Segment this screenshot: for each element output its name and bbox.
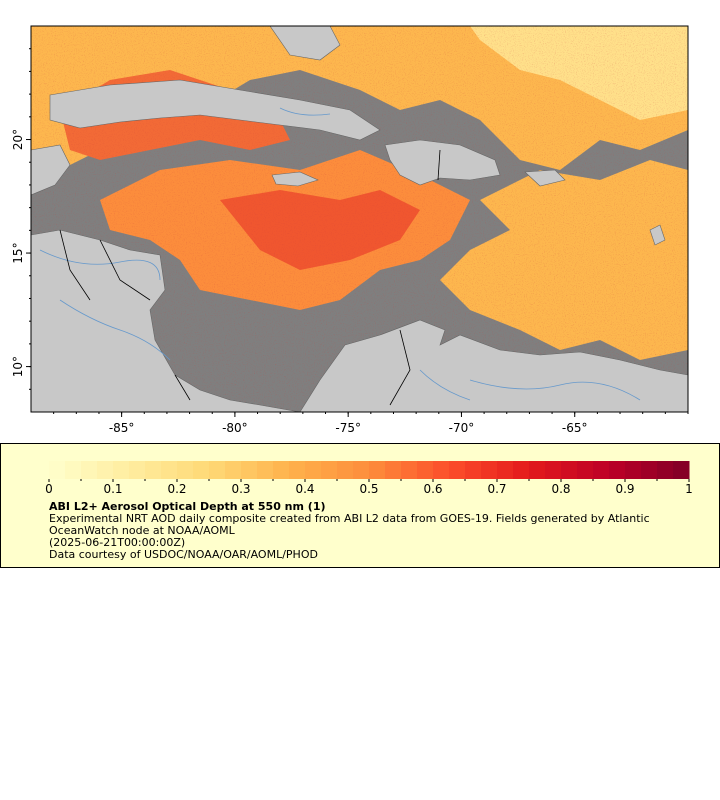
- river-line: [419, 369, 471, 401]
- colorbar-cell: [641, 461, 658, 479]
- colorbar-cell: [353, 461, 370, 479]
- land-hispaniola: [384, 139, 501, 186]
- colorbar-cell: [81, 461, 98, 479]
- legend-description: Experimental NRT AOD daily composite cre…: [49, 512, 650, 537]
- colorbar-cell: [241, 461, 258, 479]
- colorbar-tick-label: 0.1: [103, 482, 122, 496]
- x-tick-label: -85°: [109, 421, 135, 435]
- colorbar-cell: [385, 461, 402, 479]
- river-line: [279, 107, 331, 116]
- colorbar-cell: [193, 461, 210, 479]
- land-central-america: [31, 229, 301, 412]
- river-line: [469, 379, 641, 401]
- y-tick-label: 10°: [11, 356, 25, 377]
- colorbar-tick-label: 0.5: [359, 482, 378, 496]
- colorbar-tick-label: 0.8: [551, 482, 570, 496]
- colorbar-cell: [545, 461, 562, 479]
- colorbar-cell: [273, 461, 290, 479]
- colorbar-cell: [465, 461, 482, 479]
- colorbar-cell: [673, 461, 690, 479]
- land-florida-bahamas: [269, 26, 341, 61]
- land-yucatan: [31, 144, 71, 196]
- colorbar-cells: [49, 461, 690, 479]
- colorbar-cell: [225, 461, 242, 479]
- colorbar-cell: [561, 461, 578, 479]
- colorbar-cell: [577, 461, 594, 479]
- colorbar-tick-label: 1: [685, 482, 693, 496]
- border-line: [437, 149, 441, 181]
- aod-map: -85° -80° -75° -70° -65° 10° 15° 20°: [11, 25, 689, 435]
- colorbar-cell: [145, 461, 162, 479]
- land-lesser-antilles: [649, 224, 666, 246]
- y-axis: 10° 15° 20°: [11, 48, 31, 390]
- x-axis: -85° -80° -75° -70° -65°: [53, 412, 689, 435]
- land-south-america: [299, 319, 688, 412]
- colorbar-cell: [65, 461, 82, 479]
- legend-title: ABI L2+ Aerosol Optical Depth at 550 nm …: [49, 500, 326, 513]
- x-tick-label: -80°: [222, 421, 248, 435]
- colorbar-tick-label: 0.2: [167, 482, 186, 496]
- colorbar-tick-label: 0.3: [231, 482, 250, 496]
- y-tick-label: 20°: [11, 129, 25, 150]
- legend-date: (2025-06-21T00:00:00Z): [49, 536, 186, 549]
- colorbar-cell: [209, 461, 226, 479]
- colorbar-tick-label: 0.4: [295, 482, 314, 496]
- colorbar-cell: [417, 461, 434, 479]
- colorbar-cell: [161, 461, 178, 479]
- land-cuba: [49, 79, 381, 141]
- colorbar-cell: [305, 461, 322, 479]
- colorbar-cell: [593, 461, 610, 479]
- colorbar-cell: [289, 461, 306, 479]
- legend-text: ABI L2+ Aerosol Optical Depth at 550 nm …: [49, 501, 709, 561]
- legend-credit: Data courtesy of USDOC/NOAA/OAR/AOML/PHO…: [49, 548, 318, 561]
- colorbar-tick-label: 0.6: [423, 482, 442, 496]
- colorbar-cell: [177, 461, 194, 479]
- river-line: [39, 249, 161, 281]
- map-frame: -85° -80° -75° -70° -65° 10° 15° 20°: [11, 25, 689, 435]
- colorbar-cell: [97, 461, 114, 479]
- colorbar-cell: [113, 461, 130, 479]
- colorbar-cell: [513, 461, 530, 479]
- colorbar-cell: [625, 461, 642, 479]
- y-tick-label: 15°: [11, 242, 25, 263]
- colorbar-cell: [481, 461, 498, 479]
- x-tick-label: -70°: [449, 421, 475, 435]
- colorbar-cell: [609, 461, 626, 479]
- map-plot-area: [31, 26, 688, 412]
- border-line: [59, 229, 91, 301]
- colorbar-tick-label: 0: [45, 482, 53, 496]
- legend-panel: 0 0.1 0.2 0.3 0.4 0.5 0.6 0.7 0.8 0.9 1 ABI L2+ Ae…: [0, 443, 720, 568]
- colorbar-cell: [449, 461, 466, 479]
- colorbar-cell: [337, 461, 354, 479]
- borders: [59, 149, 441, 406]
- colorbar-cell: [369, 461, 386, 479]
- colorbar-cell: [529, 461, 546, 479]
- land-layer: [31, 26, 688, 412]
- border-line: [174, 374, 191, 401]
- border-line: [99, 239, 151, 301]
- colorbar-tick-label: 0.9: [615, 482, 634, 496]
- x-tick-label: -65°: [562, 421, 588, 435]
- colorbar-cell: [657, 461, 674, 479]
- x-tick-label: -75°: [335, 421, 361, 435]
- colorbar-cell: [433, 461, 450, 479]
- colorbar-cell: [497, 461, 514, 479]
- colorbar-cell: [321, 461, 338, 479]
- land-jamaica: [271, 171, 319, 187]
- map-border: [30, 25, 689, 413]
- colorbar-cell: [49, 461, 66, 479]
- land-puerto-rico: [524, 169, 566, 187]
- river-line: [59, 299, 171, 361]
- colorbar-ticks: 0 0.1 0.2 0.3 0.4 0.5 0.6 0.7 0.8 0.9 1: [45, 479, 693, 496]
- colorbar-cell: [129, 461, 146, 479]
- colorbar: 0 0.1 0.2 0.3 0.4 0.5 0.6 0.7 0.8 0.9 1: [45, 461, 693, 496]
- border-line: [389, 329, 411, 406]
- colorbar-cell: [257, 461, 274, 479]
- rivers: [39, 107, 641, 401]
- colorbar-cell: [401, 461, 418, 479]
- colorbar-tick-label: 0.7: [487, 482, 506, 496]
